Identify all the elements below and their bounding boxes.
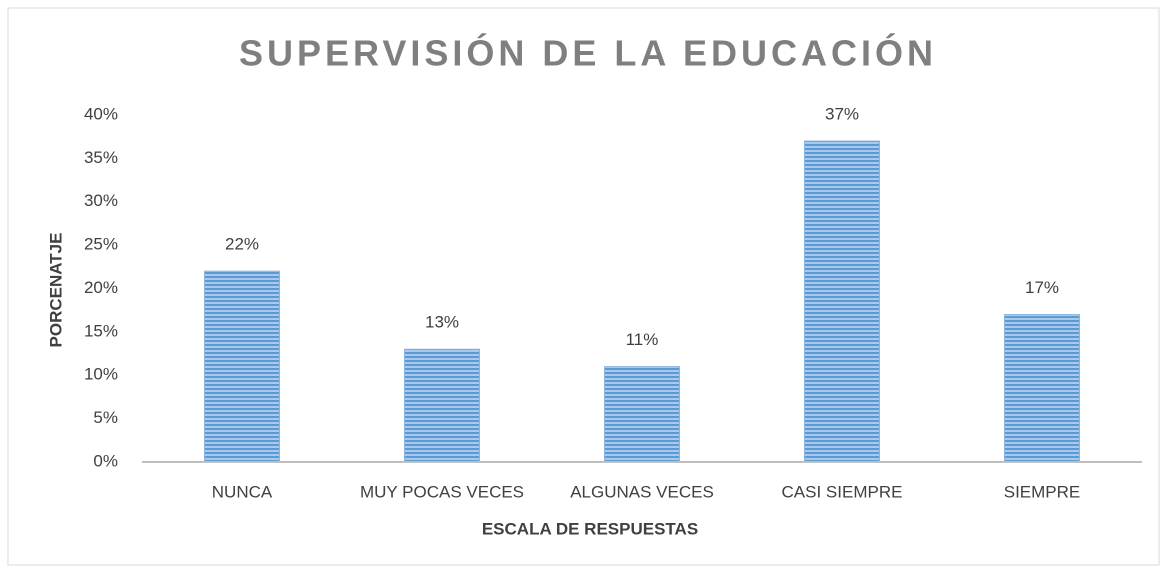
y-tick-label: 30% <box>84 191 118 210</box>
data-label: 17% <box>1025 278 1059 297</box>
x-axis-title: ESCALA DE RESPUESTAS <box>482 519 698 538</box>
x-tick-label: MUY POCAS VECES <box>360 482 524 501</box>
y-axis-title: PORCENATJE <box>46 233 65 348</box>
data-label: 11% <box>626 330 659 349</box>
data-label: 37% <box>825 105 859 124</box>
bar <box>404 348 480 463</box>
y-tick-label: 0% <box>93 451 118 470</box>
y-tick-label: 40% <box>84 104 118 123</box>
y-tick-label: 20% <box>84 278 118 297</box>
y-tick-label: 10% <box>84 365 118 384</box>
x-tick-label: CASI SIEMPRE <box>782 482 903 501</box>
x-tick-label: NUNCA <box>212 482 273 501</box>
y-tick-label: 5% <box>93 408 118 427</box>
y-tick-label: 25% <box>84 235 118 254</box>
chart-title: SUPERVISIÓN DE LA EDUCACIÓN <box>239 32 937 74</box>
x-tick-label: ALGUNAS VECES <box>570 482 714 501</box>
bar <box>604 366 680 463</box>
x-tick-label: SIEMPRE <box>1004 482 1081 501</box>
bar <box>804 140 880 463</box>
data-label: 22% <box>225 235 259 254</box>
y-tick-label: 15% <box>84 321 118 340</box>
bar <box>204 270 280 463</box>
chart-frame <box>7 7 1160 566</box>
y-tick-label: 35% <box>84 148 118 167</box>
data-label: 13% <box>425 313 459 332</box>
bar <box>1004 314 1080 463</box>
